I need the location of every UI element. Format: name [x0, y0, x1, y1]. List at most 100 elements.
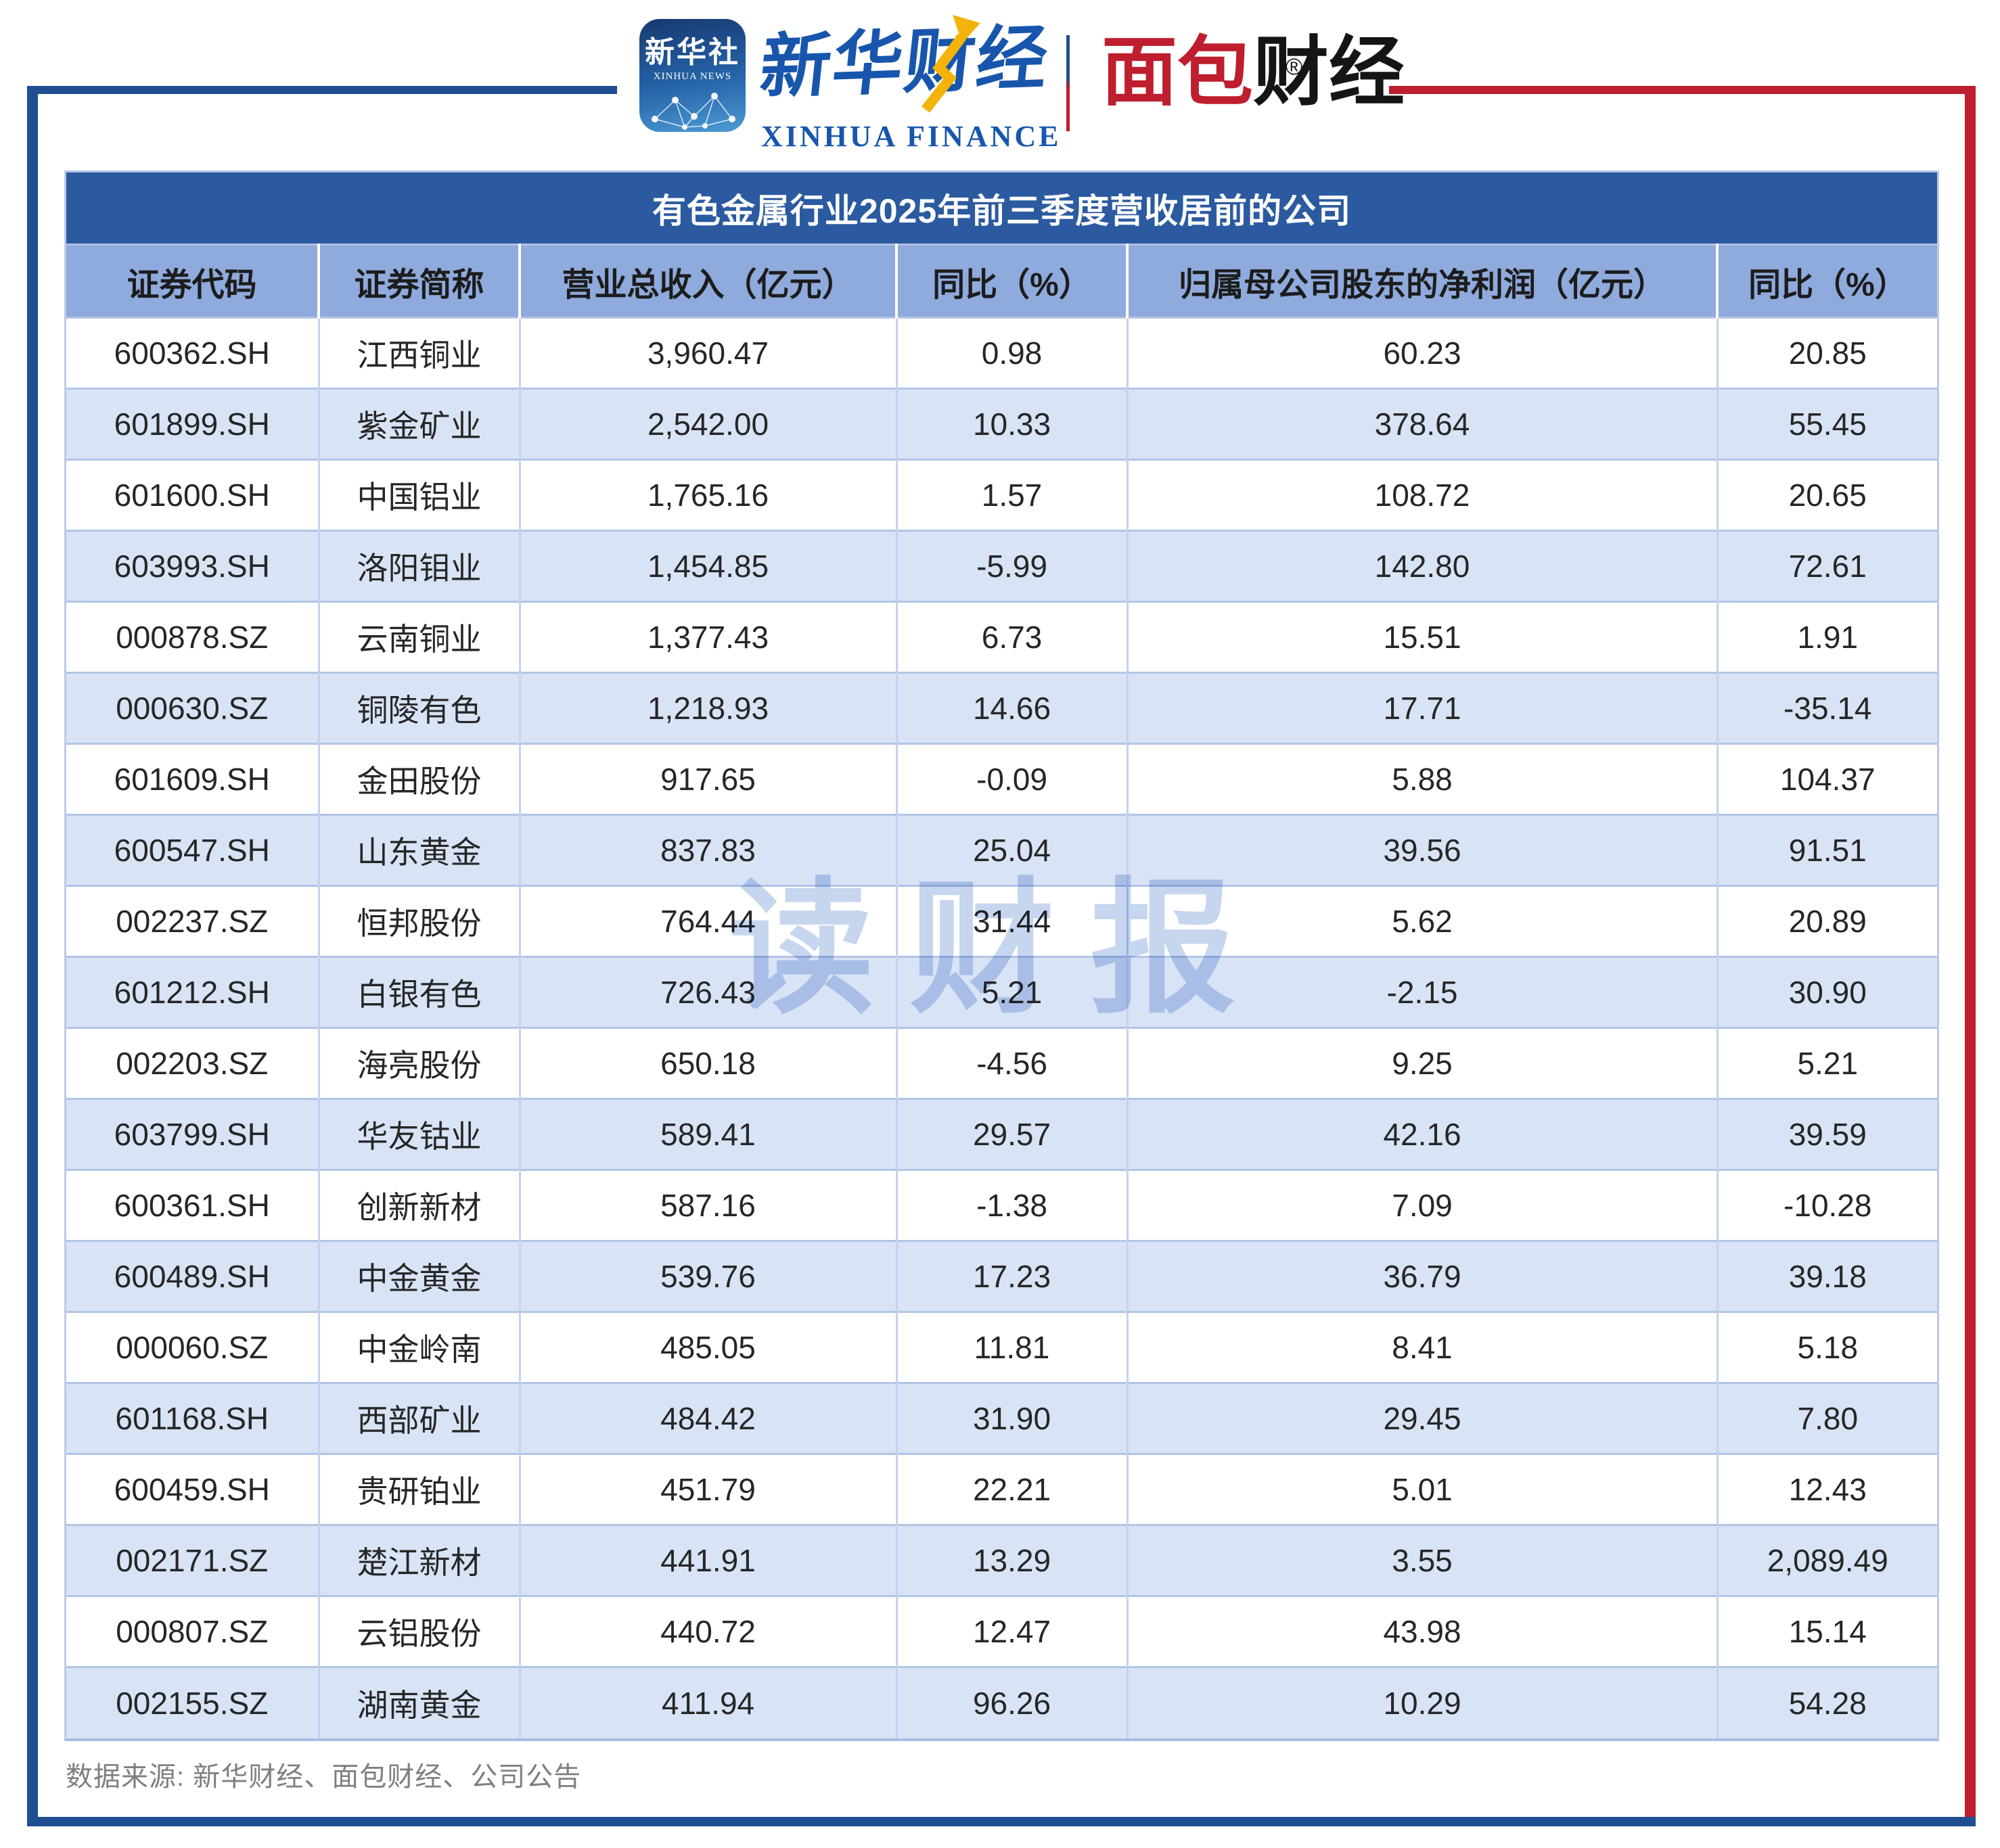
cell-revenue-yoy: 17.23	[895, 1240, 1127, 1312]
cell-code: 600547.SH	[66, 814, 319, 886]
cell-name: 楚江新材	[317, 1524, 520, 1596]
cell-revenue: 917.65	[518, 743, 896, 815]
xinhua-icon-title: 新华社	[645, 36, 740, 69]
data-table: 有色金属行业2025年前三季度营收居前的公司 证券代码 证券简称 营业总收入（亿…	[64, 170, 1939, 1741]
cell-revenue-yoy: -4.56	[895, 1027, 1127, 1099]
col-header-profit-yoy: 同比（%）	[1715, 244, 1938, 318]
cell-profit-yoy: 1.91	[1716, 601, 1938, 673]
table-row: 002237.SZ 恒邦股份 764.44 31.44 5.62 20.89	[66, 885, 1938, 957]
cell-revenue-yoy: 22.21	[895, 1453, 1127, 1525]
cell-profit-yoy: 5.21	[1716, 1027, 1938, 1099]
cell-revenue-yoy: 13.29	[895, 1524, 1127, 1596]
cell-revenue: 1,454.85	[518, 530, 896, 602]
cell-net-profit: 36.79	[1126, 1240, 1717, 1312]
cell-revenue: 1,218.93	[518, 672, 896, 744]
registered-trademark-icon: ®	[1286, 54, 1303, 80]
cell-name: 中国铝业	[317, 459, 520, 531]
cell-net-profit: 43.98	[1126, 1595, 1717, 1667]
cell-code: 000878.SZ	[66, 601, 319, 673]
xinhua-icon-subtitle: XINHUA NEWS	[653, 71, 732, 82]
cell-code: 601600.SH	[66, 459, 319, 531]
brand-divider	[1066, 35, 1070, 131]
cell-name: 西部矿业	[317, 1382, 520, 1454]
cell-revenue: 837.83	[518, 814, 896, 886]
cell-name: 江西铜业	[317, 317, 520, 389]
cell-revenue: 650.18	[518, 1027, 896, 1099]
cell-revenue-yoy: 1.57	[895, 459, 1127, 531]
table-row: 600489.SH 中金黄金 539.76 17.23 36.79 39.18	[66, 1240, 1938, 1312]
cell-revenue-yoy: 25.04	[895, 814, 1127, 886]
table-row: 601168.SH 西部矿业 484.42 31.90 29.45 7.80	[66, 1382, 1938, 1454]
cell-revenue-yoy: 14.66	[895, 672, 1127, 744]
cell-profit-yoy: 20.85	[1716, 317, 1938, 389]
table-header-row: 证券代码 证券简称 营业总收入（亿元） 同比（%） 归属母公司股东的净利润（亿元…	[66, 244, 1938, 318]
cell-net-profit: 42.16	[1126, 1098, 1717, 1170]
table-row: 000878.SZ 云南铜业 1,377.43 6.73 15.51 1.91	[66, 601, 1938, 673]
cell-name: 中金黄金	[317, 1240, 520, 1312]
cell-profit-yoy: -10.28	[1716, 1169, 1938, 1241]
table-row: 603799.SH 华友钴业 589.41 29.57 42.16 39.59	[66, 1098, 1938, 1170]
cell-net-profit: 108.72	[1126, 459, 1717, 531]
cell-revenue: 1,765.16	[518, 459, 896, 531]
cell-profit-yoy: 30.90	[1716, 956, 1938, 1028]
cell-revenue: 764.44	[518, 885, 896, 957]
cell-revenue-yoy: 0.98	[895, 317, 1127, 389]
cell-revenue-yoy: -0.09	[895, 743, 1127, 815]
table-row: 002171.SZ 楚江新材 441.91 13.29 3.55 2,089.49	[66, 1524, 1938, 1596]
cell-name: 金田股份	[317, 743, 520, 815]
cell-name: 华友钴业	[317, 1098, 520, 1170]
cell-revenue: 589.41	[518, 1098, 896, 1170]
table-row: 601609.SH 金田股份 917.65 -0.09 5.88 104.37	[66, 743, 1938, 815]
table-row: 000060.SZ 中金岭南 485.05 11.81 8.41 5.18	[66, 1311, 1938, 1383]
cell-net-profit: 5.01	[1126, 1453, 1717, 1525]
cell-net-profit: 9.25	[1126, 1027, 1717, 1099]
cell-name: 湖南黄金	[317, 1666, 520, 1738]
cell-revenue: 411.94	[518, 1666, 896, 1738]
cell-profit-yoy: 20.89	[1716, 885, 1938, 957]
table-row: 002203.SZ 海亮股份 650.18 -4.56 9.25 5.21	[66, 1027, 1938, 1099]
cell-profit-yoy: 5.18	[1716, 1311, 1938, 1383]
network-graphic-icon	[651, 93, 735, 130]
xinhua-finance-en: XINHUA FINANCE	[761, 120, 1062, 153]
cell-name: 创新新材	[317, 1169, 520, 1241]
cell-name: 白银有色	[317, 956, 520, 1028]
cell-revenue: 484.42	[518, 1382, 896, 1454]
cell-code: 000060.SZ	[66, 1311, 319, 1383]
cell-code: 000630.SZ	[66, 672, 319, 744]
frame-bottom-bar	[27, 1817, 1976, 1826]
cell-profit-yoy: 55.45	[1716, 388, 1938, 460]
cell-revenue-yoy: 10.33	[895, 388, 1127, 460]
cell-revenue-yoy: 6.73	[895, 601, 1127, 673]
cell-net-profit: 15.51	[1126, 601, 1717, 673]
table-row: 601600.SH 中国铝业 1,765.16 1.57 108.72 20.65	[66, 459, 1938, 531]
cell-code: 002171.SZ	[66, 1524, 319, 1596]
cell-revenue-yoy: 29.57	[895, 1098, 1127, 1170]
cell-revenue: 3,960.47	[518, 317, 896, 389]
cell-revenue: 539.76	[518, 1240, 896, 1312]
cell-revenue-yoy: 31.90	[895, 1382, 1127, 1454]
cell-net-profit: 5.88	[1126, 743, 1717, 815]
cell-net-profit: 17.71	[1126, 672, 1717, 744]
cell-code: 601609.SH	[66, 743, 319, 815]
cell-revenue: 451.79	[518, 1453, 896, 1525]
col-header-name: 证券简称	[317, 244, 520, 318]
cell-profit-yoy: 39.18	[1716, 1240, 1938, 1312]
cell-revenue: 441.91	[518, 1524, 896, 1596]
frame-right-bar	[1965, 86, 1976, 1825]
cell-net-profit: -2.15	[1126, 956, 1717, 1028]
cell-name: 铜陵有色	[317, 672, 520, 744]
cell-revenue-yoy: -5.99	[895, 530, 1127, 602]
cell-net-profit: 142.80	[1126, 530, 1717, 602]
table-row: 601899.SH 紫金矿业 2,542.00 10.33 378.64 55.45	[66, 388, 1938, 460]
cell-name: 中金岭南	[317, 1311, 520, 1383]
cell-name: 海亮股份	[317, 1027, 520, 1099]
cell-name: 云铝股份	[317, 1595, 520, 1667]
cell-profit-yoy: -35.14	[1716, 672, 1938, 744]
cell-revenue: 2,542.00	[518, 388, 896, 460]
cell-net-profit: 378.64	[1126, 388, 1717, 460]
cell-net-profit: 29.45	[1126, 1382, 1717, 1454]
cell-profit-yoy: 2,089.49	[1716, 1524, 1938, 1596]
cell-net-profit: 8.41	[1126, 1311, 1717, 1383]
cell-code: 601212.SH	[66, 956, 319, 1028]
